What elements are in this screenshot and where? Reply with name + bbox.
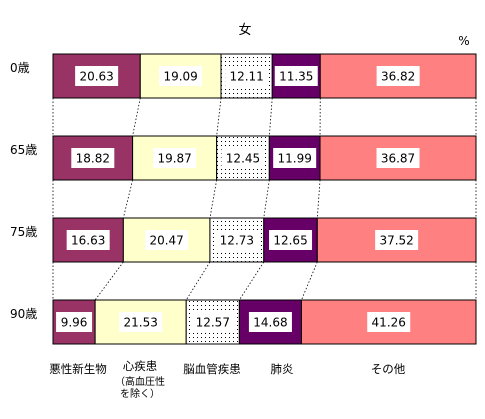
value-label: 18.82 [76,152,110,166]
series-line [239,261,265,301]
series-line [185,261,211,301]
value-label-box [215,230,259,250]
series-line [316,179,321,219]
value-label-box [66,230,110,250]
value-label: 11.35 [279,70,313,84]
value-label-box [269,230,313,250]
value-label-box [376,66,420,86]
value-label: 9.96 [61,316,88,330]
value-label: 16.63 [71,234,105,248]
value-label: 12.45 [226,152,260,166]
series-line [216,97,222,137]
value-label: 19.09 [163,70,197,84]
value-label-box [159,66,203,86]
value-label-box [191,312,235,332]
series-line [132,97,141,137]
bar-row: 18.82 19.87 12.45 11.99 36.87 [52,135,477,181]
value-label-box [367,312,411,332]
value-label-box [248,312,292,332]
category-note: （高血圧性 [115,375,165,388]
value-label: 12.57 [196,316,230,330]
value-label-box [274,66,318,86]
value-label: 20.63 [79,70,113,84]
value-label-box [119,312,163,332]
value-label-box [225,66,269,86]
category-label: 脳血管疾患 [183,362,241,376]
bar-row: 9.96 21.53 12.57 14.68 41.26 [52,299,477,345]
row-labels: 0歳 65歳 75歳 90歳 [10,61,37,321]
bar-row: 16.63 20.47 12.73 12.65 37.52 [52,217,477,263]
series-line [94,261,124,301]
category-note: を除く） [120,387,160,400]
value-label-box [71,148,115,168]
category-label: 悪性新生物 [49,362,107,376]
bar-row: 20.63 19.09 12.11 11.35 36.82 [52,53,477,99]
value-label: 36.82 [381,70,415,84]
value-label-box [145,230,189,250]
series-line [263,179,270,219]
bars: 20.63 19.09 12.11 11.35 36.82 18.82 19.87 12.45… [52,53,477,345]
category-label: その他 [371,362,406,376]
value-label-box [56,312,93,332]
row-label: 65歳 [10,143,37,157]
value-label: 20.47 [149,234,183,248]
series-line [301,261,318,301]
value-label-box [273,148,317,168]
value-label-box [221,148,265,168]
row-label: 75歳 [10,225,37,239]
series-line [268,97,273,137]
value-label-box [75,66,119,86]
row-label: 90歳 [10,307,37,321]
series-line [122,179,133,219]
value-label: 36.87 [381,152,415,166]
value-label-box [376,148,420,168]
series-line [209,179,218,219]
category-label: 肺炎 [271,362,294,376]
value-label-box [375,230,419,250]
value-label: 14.68 [253,316,287,330]
category-label: 心疾患 [123,359,158,373]
value-label-box [153,148,197,168]
value-label: 12.11 [229,70,263,84]
value-label: 19.87 [157,152,191,166]
series-lines [52,97,477,301]
value-label: 41.26 [372,316,406,330]
chart-title: 女 [238,22,251,38]
value-label: 21.53 [123,316,157,330]
value-label: 12.73 [220,234,254,248]
value-label: 12.65 [273,234,307,248]
row-label: 0歳 [10,61,30,75]
value-label: 37.52 [379,234,413,248]
value-label: 11.99 [278,152,312,166]
unit-label: % [458,34,469,48]
